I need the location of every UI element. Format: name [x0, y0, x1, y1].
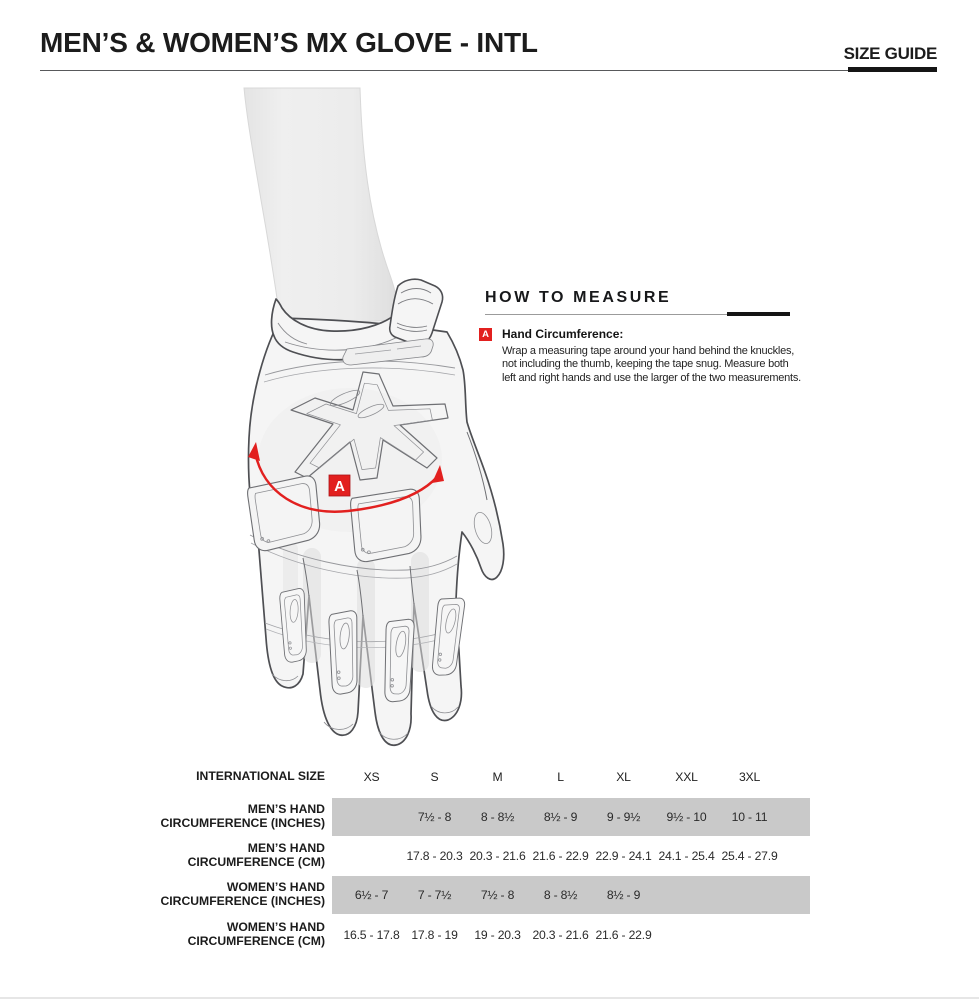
size-value-cell: 19 - 20.3	[474, 928, 521, 942]
size-column-header: 3XL	[738, 770, 761, 784]
size-row-label-line: WOMEN’S HAND	[226, 880, 325, 895]
size-value-cell: 16.5 - 17.8	[343, 928, 400, 942]
size-value-cell: 24.1 - 25.4	[658, 849, 715, 863]
size-row-label-line: MEN’S HAND	[247, 802, 325, 817]
page-bottom-divider	[0, 997, 979, 999]
size-column-header: L	[557, 770, 564, 784]
measure-marker-letter: A	[334, 478, 345, 495]
size-table-header-row: INTERNATIONAL SIZE XS S M L XL XXL 3XL	[0, 765, 979, 789]
size-row-values: 16.5 - 17.8 17.8 - 19 19 - 20.3 20.3 - 21.6…	[332, 914, 810, 956]
size-value-cell: 7 - 7½	[417, 888, 452, 902]
size-value-cell: 25.4 - 27.9	[721, 849, 778, 863]
measure-marker-a: A	[328, 474, 351, 497]
size-table-header-cells: XS S M L XL XXL 3XL	[332, 765, 810, 789]
size-value-cell: 8½ - 9	[543, 810, 578, 824]
size-value-cell: 20.3 - 21.6	[532, 928, 589, 942]
size-row-label: MEN’S HAND CIRCUMFERENCE (INCHES)	[0, 798, 325, 836]
size-column-header: XXL	[675, 770, 698, 784]
size-row-label-line: CIRCUMFERENCE (INCHES)	[160, 816, 325, 830]
header-divider	[40, 70, 937, 71]
size-value-cell: 7½ - 8	[417, 810, 452, 824]
size-value-cell: 9 - 9½	[606, 810, 641, 824]
glove-svg: A	[243, 87, 505, 746]
size-value-cell: 8½ - 9	[606, 888, 641, 902]
star-logo	[290, 371, 449, 481]
size-table-row: WOMEN’S HAND CIRCUMFERENCE (CM) 16.5 - 17.…	[0, 914, 979, 956]
international-size-label: INTERNATIONAL SIZE	[196, 769, 325, 784]
how-to-measure-divider-accent	[727, 312, 790, 316]
size-row-label-line: CIRCUMFERENCE (INCHES)	[160, 894, 325, 908]
size-row-values: 17.8 - 20.3 20.3 - 21.6 21.6 - 22.9 22.9 - …	[332, 836, 810, 876]
size-value-cell: 9½ - 10	[666, 810, 707, 824]
description-line: not including the thumb, keeping the tap…	[502, 358, 789, 371]
size-value-cell: 17.8 - 19	[411, 928, 458, 942]
size-row-values: 7½ - 8 8 - 8½ 8½ - 9 9 - 9½ 9½ - 10 10 - 11	[332, 798, 810, 836]
glove-illustration: A	[145, 80, 545, 750]
size-column-header: M	[492, 770, 503, 784]
size-column-header: S	[430, 770, 439, 784]
size-row-values: 6½ - 7 7 - 7½ 7½ - 8 8 - 8½ 8½ - 9	[332, 876, 810, 914]
how-to-measure-heading: HOW TO MEASURE	[485, 289, 672, 306]
hand-circumference-description: Wrap a measuring tape around your hand b…	[502, 345, 801, 385]
hand-circumference-marker: A	[479, 328, 492, 341]
size-value-cell: 10 - 11	[731, 810, 768, 824]
size-value-cell: 8 - 8½	[480, 810, 515, 824]
description-line: left and right hands and use the larger …	[502, 371, 801, 384]
hand-circumference-title: Hand Circumference:	[502, 327, 624, 341]
size-value-cell: 7½ - 8	[480, 888, 515, 902]
size-row-label: MEN’S HAND CIRCUMFERENCE (CM)	[0, 836, 325, 876]
size-table-row: MEN’S HAND CIRCUMFERENCE (INCHES) 7½ - 8 8 …	[0, 798, 979, 836]
size-column-header: XL	[616, 770, 631, 784]
size-table-row: MEN’S HAND CIRCUMFERENCE (CM) 17.8 - 20.3 2…	[0, 836, 979, 876]
size-table-row: WOMEN’S HAND CIRCUMFERENCE (INCHES) 6½ - 7…	[0, 876, 979, 914]
size-row-label-line: WOMEN’S HAND	[226, 920, 325, 935]
size-value-cell: 21.6 - 22.9	[595, 928, 652, 942]
size-value-cell: 20.3 - 21.6	[469, 849, 526, 863]
size-table-header-label: INTERNATIONAL SIZE	[0, 765, 325, 789]
size-value-cell: 22.9 - 24.1	[595, 849, 652, 863]
header-divider-accent	[848, 67, 937, 72]
how-to-measure-divider	[485, 314, 790, 315]
size-value-cell: 21.6 - 22.9	[532, 849, 589, 863]
measure-tape	[248, 442, 444, 513]
size-value-cell: 6½ - 7	[354, 888, 389, 902]
size-row-label-line: CIRCUMFERENCE (CM)	[187, 934, 325, 948]
arm-shape	[243, 87, 399, 327]
size-row-label-line: MEN’S HAND	[247, 841, 325, 856]
page-title: MEN’S & WOMEN’S MX GLOVE - INTL	[40, 27, 538, 58]
size-row-label: WOMEN’S HAND CIRCUMFERENCE (INCHES)	[0, 876, 325, 914]
size-guide-label: SIZE GUIDE	[843, 44, 938, 63]
description-line: Wrap a measuring tape around your hand b…	[502, 345, 795, 357]
size-value-cell: 17.8 - 20.3	[406, 849, 463, 863]
size-value-cell: 8 - 8½	[543, 888, 578, 902]
size-row-label-line: CIRCUMFERENCE (CM)	[187, 855, 325, 869]
size-column-header: XS	[363, 770, 380, 784]
size-row-label: WOMEN’S HAND CIRCUMFERENCE (CM)	[0, 914, 325, 956]
